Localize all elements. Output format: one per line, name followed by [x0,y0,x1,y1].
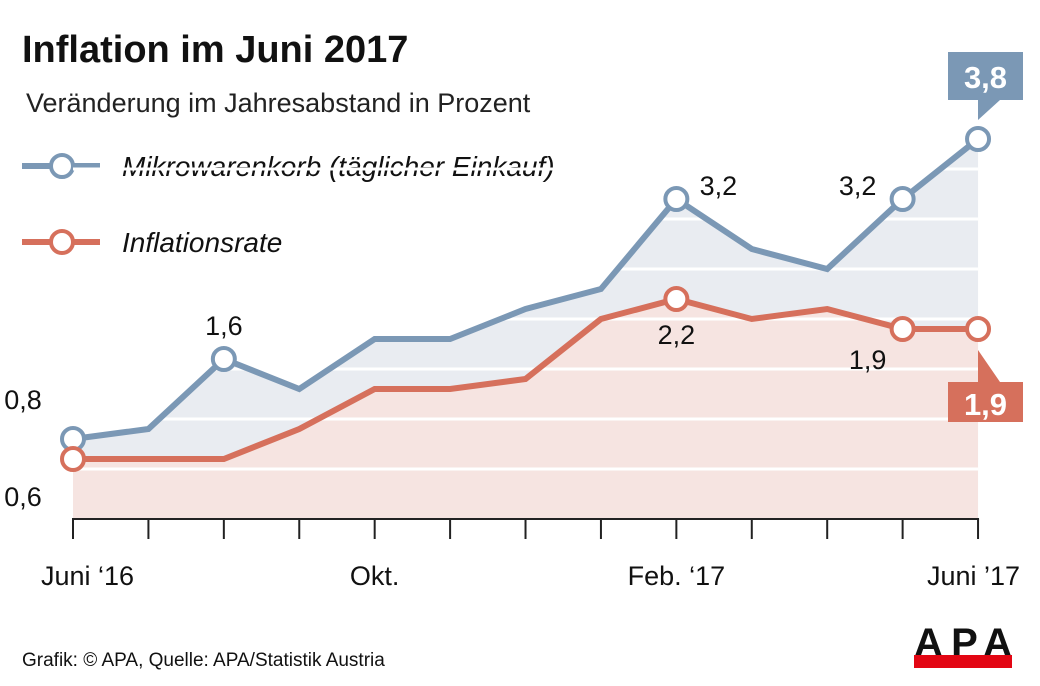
data-point-marker [210,346,237,372]
area-fill-inflationsrate [73,299,979,519]
data-point-marker [965,316,992,342]
chart-title: Inflation im Juni 2017 [22,29,408,71]
x-tick-label: Juni ’17 [927,561,1020,591]
legend-marker-icon [49,229,75,255]
legend-marker-icon [49,153,75,179]
data-point-marker [889,316,916,342]
data-label: 1,9 [849,345,887,375]
callout-value: 1,9 [964,387,1007,422]
data-label: 3,2 [700,171,738,201]
data-point-marker [663,186,690,212]
data-label: 0,8 [4,385,42,415]
source-note: Grafik: © APA, Quelle: APA/Statistik Aus… [22,650,385,671]
data-label: 1,6 [205,311,243,341]
data-label: 3,2 [839,171,877,201]
data-point-marker [663,286,690,312]
callout-box-mikrowarenkorb [948,52,1023,120]
data-point-marker [60,446,86,472]
legend: Mikrowarenkorb (täglicher Einkauf) Inflat… [22,151,555,258]
logo-bar [914,655,1012,668]
x-tick-label: Okt. [350,561,400,591]
data-label: 0,6 [4,482,42,512]
data-point-marker [965,126,992,152]
apa-logo: APA [914,621,1012,668]
x-tick-label: Feb. ‘17 [628,561,726,591]
legend-label: Mikrowarenkorb (täglicher Einkauf) [122,151,555,182]
callout-value: 3,8 [964,60,1007,95]
data-label: 2,2 [658,320,696,350]
data-point-marker [889,186,916,212]
plot-area: Juni ‘16 Okt. Feb. ‘17 Juni ’17 0,8 1,6 3,2 3,2… [4,52,1023,591]
series-line-inflationsrate [73,295,979,462]
legend-label: Inflationsrate [122,227,282,258]
callout-box-inflationsrate [948,350,1023,422]
x-tick-label: Juni ‘16 [41,561,134,591]
chart-subtitle: Veränderung im Jahresabstand in Prozent [26,88,531,118]
